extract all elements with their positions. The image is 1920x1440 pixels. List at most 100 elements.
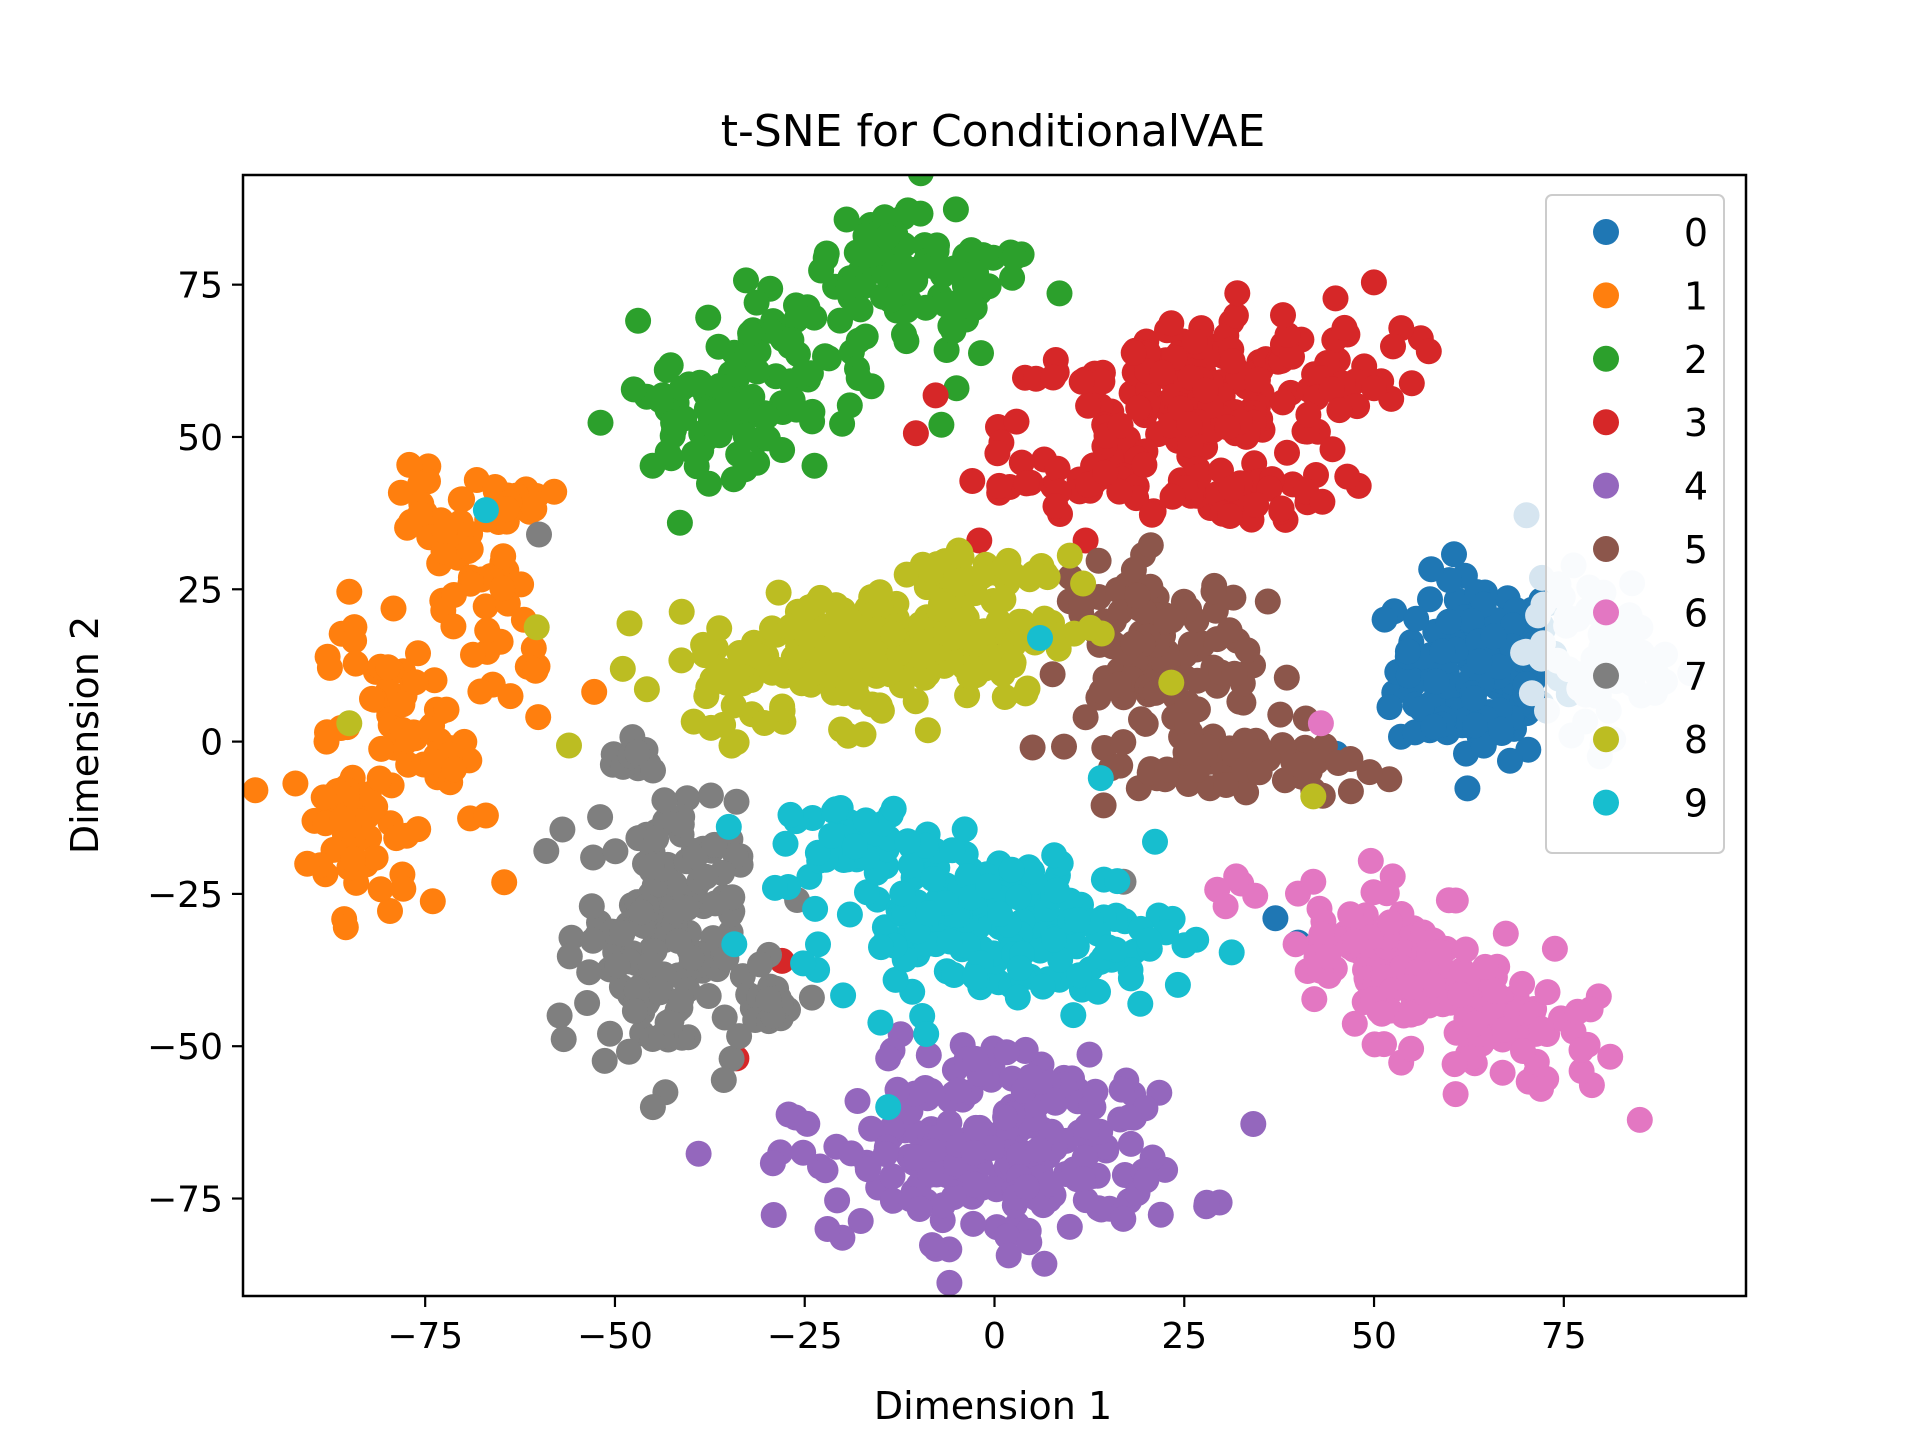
scatter-point bbox=[1192, 377, 1219, 404]
scatter-point bbox=[639, 452, 666, 479]
scatter-point bbox=[1219, 348, 1246, 375]
scatter-point bbox=[1117, 1130, 1144, 1157]
scatter-point bbox=[1174, 690, 1201, 717]
scatter-point bbox=[546, 1002, 573, 1029]
scatter-point bbox=[579, 927, 606, 954]
scatter-point bbox=[1244, 366, 1271, 393]
scatter-point bbox=[419, 888, 446, 915]
legend-marker-0 bbox=[1593, 219, 1619, 245]
scatter-point bbox=[960, 1139, 987, 1166]
scatter-point bbox=[541, 478, 568, 505]
scatter-point bbox=[1331, 314, 1358, 341]
scatter-point bbox=[841, 833, 868, 860]
scatter-point bbox=[1510, 1038, 1536, 1064]
scatter-point bbox=[880, 621, 907, 647]
scatter-point bbox=[647, 387, 674, 414]
scatter-point bbox=[777, 801, 804, 828]
scatter-point bbox=[1395, 662, 1422, 689]
scatter-point bbox=[683, 453, 710, 480]
scatter-point bbox=[1136, 927, 1163, 954]
scatter-point bbox=[866, 579, 893, 606]
scatter-point bbox=[1420, 713, 1447, 740]
legend-marker-5 bbox=[1593, 536, 1619, 562]
scatter-point bbox=[639, 1094, 666, 1121]
scatter-point bbox=[1131, 451, 1158, 478]
scatter-point bbox=[1262, 905, 1289, 932]
scatter-point bbox=[1470, 732, 1497, 759]
scatter-point bbox=[1218, 939, 1245, 966]
scatter-point bbox=[1491, 1016, 1518, 1043]
scatter-point bbox=[1441, 1051, 1468, 1078]
scatter-point bbox=[922, 382, 949, 409]
scatter-point bbox=[1513, 502, 1540, 529]
scatter-point bbox=[457, 536, 484, 563]
scatter-point bbox=[989, 661, 1016, 688]
scatter-point bbox=[936, 1110, 963, 1136]
scatter-point bbox=[433, 696, 460, 723]
scatter-point bbox=[1342, 928, 1369, 955]
y-axis-label: Dimension 2 bbox=[63, 616, 107, 854]
scatter-point bbox=[1087, 765, 1114, 792]
scatter-point bbox=[686, 369, 713, 396]
series-8-points bbox=[336, 537, 1327, 810]
scatter-point bbox=[1060, 1002, 1087, 1029]
scatter-point bbox=[875, 1045, 902, 1072]
x-tick-label: 50 bbox=[1351, 1316, 1397, 1357]
legend-label-0: 0 bbox=[1684, 211, 1708, 255]
scatter-point bbox=[812, 343, 838, 370]
scatter-point bbox=[805, 931, 831, 958]
scatter-point bbox=[587, 409, 614, 436]
scatter-point bbox=[380, 595, 407, 622]
scatter-point bbox=[1088, 678, 1115, 705]
legend-label-2: 2 bbox=[1684, 338, 1708, 382]
scatter-point bbox=[1274, 321, 1301, 348]
scatter-point bbox=[580, 844, 607, 871]
scatter-point bbox=[726, 1023, 753, 1050]
scatter-point bbox=[914, 717, 941, 744]
scatter-point bbox=[525, 704, 552, 731]
scatter-point bbox=[1110, 729, 1137, 756]
scatter-point bbox=[1072, 704, 1099, 731]
scatter-point bbox=[1047, 946, 1074, 973]
scatter-point bbox=[1125, 395, 1152, 421]
scatter-point bbox=[746, 643, 772, 670]
scatter-point bbox=[1269, 389, 1296, 416]
scatter-point bbox=[1376, 694, 1403, 721]
scatter-point bbox=[558, 924, 585, 951]
scatter-point bbox=[616, 610, 643, 637]
scatter-point bbox=[765, 579, 792, 606]
scatter-point bbox=[1242, 882, 1269, 909]
scatter-point bbox=[801, 304, 828, 331]
scatter-point bbox=[1128, 706, 1154, 733]
scatter-point bbox=[847, 296, 874, 323]
scatter-point bbox=[1221, 660, 1248, 687]
scatter-point bbox=[1133, 1167, 1160, 1194]
scatter-point bbox=[533, 838, 560, 864]
scatter-point bbox=[1041, 926, 1067, 953]
scatter-point bbox=[984, 440, 1011, 467]
y-tick-label: 50 bbox=[177, 418, 223, 459]
scatter-point bbox=[1042, 493, 1069, 520]
scatter-point bbox=[947, 567, 974, 594]
scatter-point bbox=[994, 1223, 1021, 1250]
scatter-point bbox=[1528, 1016, 1555, 1043]
scatter-point bbox=[1460, 685, 1487, 712]
scatter-point bbox=[1243, 492, 1270, 518]
scatter-point bbox=[639, 852, 665, 879]
scatter-point bbox=[733, 267, 759, 294]
chart-title: t-SNE for ConditionalVAE bbox=[721, 106, 1266, 157]
scatter-point bbox=[1070, 570, 1097, 597]
scatter-point bbox=[1403, 605, 1430, 632]
scatter-point bbox=[1034, 564, 1061, 591]
scatter-point bbox=[1029, 973, 1056, 1000]
scatter-point bbox=[851, 242, 878, 269]
scatter-point bbox=[1322, 285, 1349, 312]
scatter-point bbox=[1454, 775, 1481, 802]
y-tick-label: 75 bbox=[177, 266, 223, 307]
scatter-point bbox=[924, 232, 950, 259]
legend-label-6: 6 bbox=[1684, 591, 1708, 635]
scatter-point bbox=[1279, 343, 1305, 370]
scatter-point bbox=[1309, 488, 1336, 515]
scatter-point bbox=[362, 844, 389, 871]
scatter-point bbox=[872, 1141, 899, 1168]
